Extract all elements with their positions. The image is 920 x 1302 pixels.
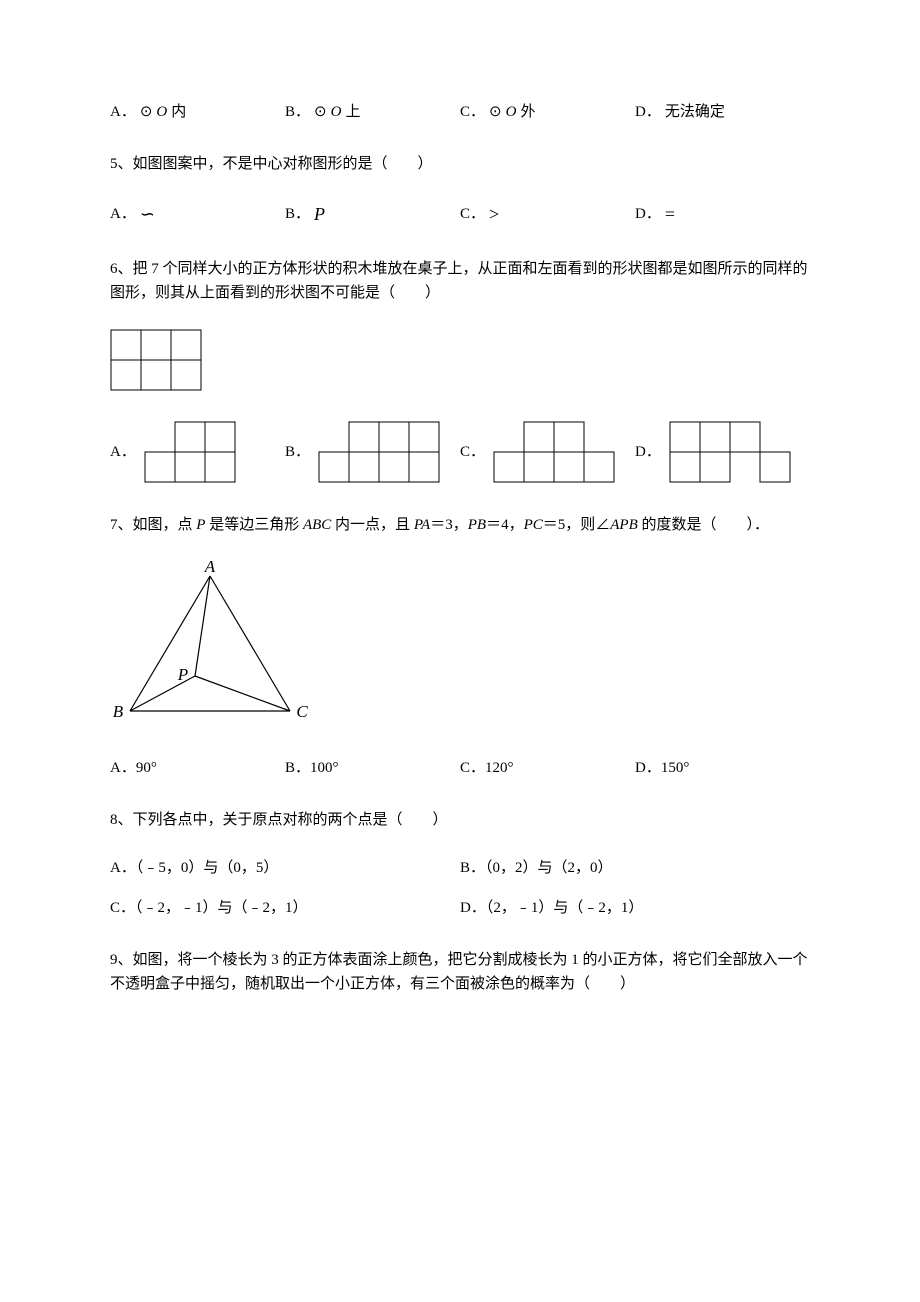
q7-option-b: B．100° [285, 756, 460, 780]
q8-option-c: C．（﹣2，﹣1）与（﹣2，1） [110, 896, 460, 920]
q7-mid2: 内一点，且 [331, 517, 414, 533]
q4-options: A． ⊙O 内 B． ⊙O 上 C． ⊙O 外 D． 无法确定 [110, 100, 810, 124]
q7-APB: APB [610, 517, 638, 533]
q4-option-c: C． ⊙O 外 [460, 100, 635, 124]
q5-a-label: A． [110, 202, 136, 226]
q4-b-text: 上 [345, 100, 360, 124]
q4-b-prefix: B． [285, 100, 310, 124]
q7-PC: PC [524, 517, 543, 533]
q5-option-b: B． P [285, 200, 460, 229]
q6-options: A． B． C． D． [110, 421, 810, 483]
q7-figure: A B C P [110, 561, 810, 736]
q7-option-d: D．150° [635, 756, 810, 780]
q6-d-diagram [669, 421, 791, 483]
q6-option-c: C． [460, 421, 635, 483]
q9-stem: 9、如图，将一个棱长为 3 的正方体表面涂上颜色，把它分割成棱长为 1 的小正方… [110, 948, 810, 996]
q4-d-prefix: D． [635, 100, 661, 124]
svg-text:C: C [296, 702, 308, 721]
q8-stem: 8、下列各点中，关于原点对称的两个点是（ ） [110, 808, 810, 832]
q5-options: A． ∽ B． P C． > D． = [110, 200, 810, 229]
q6-stem: 6、把 7 个同样大小的正方体形状的积木堆放在桌子上，从正面和左面看到的形状图都… [110, 257, 810, 305]
q4-a-o: O [156, 100, 167, 124]
q4-a-prefix: A． [110, 100, 136, 124]
q7-PB: PB [468, 517, 486, 533]
q4-d-text: 无法确定 [665, 100, 725, 124]
svg-text:B: B [113, 702, 124, 721]
q6-c-label: C． [460, 440, 485, 464]
q8-option-d: D．（2，﹣1）与（﹣2，1） [460, 896, 810, 920]
q4-c-o: O [506, 100, 517, 124]
q8-option-b: B．（0，2）与（2，0） [460, 856, 810, 880]
q4-c-prefix: C． [460, 100, 485, 124]
q5-b-glyph: P [314, 200, 325, 229]
q5-option-a: A． ∽ [110, 200, 285, 229]
q5-a-glyph: ∽ [140, 200, 155, 229]
q5-c-glyph: > [489, 200, 499, 229]
q5-stem: 5、如图图案中，不是中心对称图形的是（ ） [110, 152, 810, 176]
q5-option-d: D． = [635, 200, 810, 229]
q6-option-d: D． [635, 421, 810, 483]
q6-c-diagram [493, 421, 615, 483]
q7-option-a: A．90° [110, 756, 285, 780]
q7-PA: PA [414, 517, 430, 533]
q5-option-c: C． > [460, 200, 635, 229]
q8-option-a: A．（﹣5，0）与（0，5） [110, 856, 460, 880]
q7-eq3: ＝5，则∠ [543, 517, 611, 533]
q8-options: A．（﹣5，0）与（0，5） B．（0，2）与（2，0） C．（﹣2，﹣1）与（… [110, 856, 810, 936]
q6-b-diagram [318, 421, 440, 483]
q6-a-diagram [144, 421, 236, 483]
q4-a-text: 内 [171, 100, 186, 124]
q6-main-view-svg [110, 329, 202, 391]
q7-stem-prefix: 7、如图，点 [110, 517, 196, 533]
q7-triangle-svg: A B C P [110, 561, 310, 736]
q6-option-a: A． [110, 421, 285, 483]
q6-b-label: B． [285, 440, 310, 464]
q5-b-label: B． [285, 202, 310, 226]
q5-c-label: C． [460, 202, 485, 226]
q4-a-circle: ⊙ [140, 100, 153, 124]
q7-options: A．90° B．100° C．120° D．150° [110, 756, 810, 780]
q4-c-text: 外 [520, 100, 535, 124]
q4-c-circle: ⊙ [489, 100, 502, 124]
q5-d-label: D． [635, 202, 661, 226]
q4-option-a: A． ⊙O 内 [110, 100, 285, 124]
q4-option-d: D． 无法确定 [635, 100, 810, 124]
svg-text:A: A [204, 561, 216, 576]
q7-eq2: ＝4， [486, 517, 524, 533]
q6-a-label: A． [110, 440, 136, 464]
q7-option-c: C．120° [460, 756, 635, 780]
svg-text:P: P [177, 665, 188, 684]
q6-main-view [110, 329, 810, 391]
q7-mid1: 是等边三角形 [205, 517, 303, 533]
q7-eq1: ＝3， [430, 517, 468, 533]
q4-option-b: B． ⊙O 上 [285, 100, 460, 124]
q6-option-b: B． [285, 421, 460, 483]
q6-d-label: D． [635, 440, 661, 464]
q5-d-glyph: = [665, 200, 675, 229]
q4-b-circle: ⊙ [314, 100, 327, 124]
q4-b-o: O [331, 100, 342, 124]
q7-tail: 的度数是（ ）． [638, 517, 769, 533]
q7-ABC: ABC [303, 517, 331, 533]
q7-stem: 7、如图，点 P 是等边三角形 ABC 内一点，且 PA＝3，PB＝4，PC＝5… [110, 513, 810, 537]
